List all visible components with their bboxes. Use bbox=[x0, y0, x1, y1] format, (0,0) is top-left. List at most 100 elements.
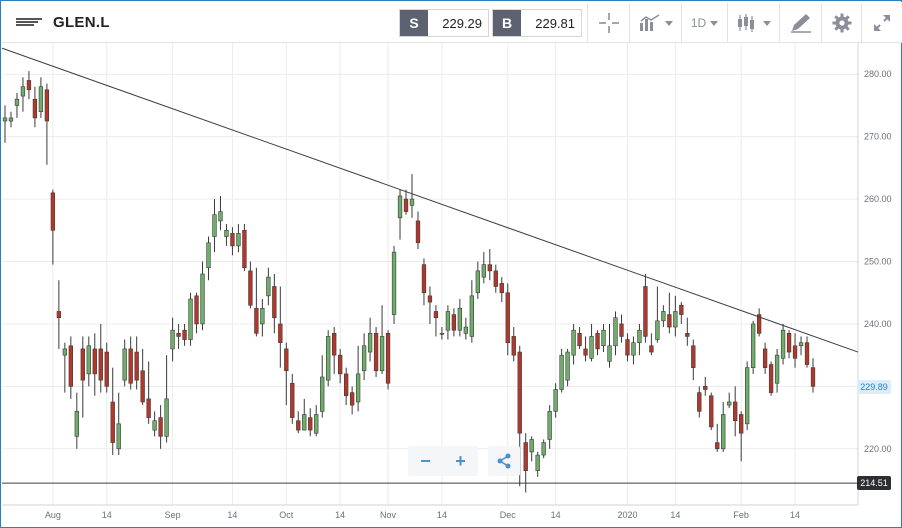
sell-price: 229.29 bbox=[442, 15, 482, 31]
zoom-out-button[interactable]: − bbox=[420, 450, 431, 471]
candle bbox=[613, 317, 618, 347]
candle bbox=[188, 298, 193, 340]
x-tick-label: Feb bbox=[733, 510, 749, 520]
candle bbox=[415, 220, 421, 244]
candle bbox=[739, 414, 744, 434]
candle bbox=[733, 401, 738, 422]
candle bbox=[122, 348, 127, 381]
candle bbox=[314, 414, 319, 434]
candle bbox=[697, 392, 702, 412]
candle bbox=[445, 311, 451, 331]
candle bbox=[379, 336, 385, 372]
candle bbox=[248, 270, 253, 306]
candle bbox=[349, 392, 355, 406]
chevron-down-icon bbox=[762, 20, 771, 26]
y-tick-label: 220.00 bbox=[864, 444, 892, 454]
x-tick-label: 14 bbox=[335, 510, 345, 520]
candle bbox=[290, 382, 295, 418]
candle bbox=[727, 401, 732, 406]
candle bbox=[373, 333, 379, 372]
candle bbox=[158, 417, 163, 437]
current-price-label: 229.89 bbox=[857, 380, 891, 395]
candle bbox=[326, 336, 331, 381]
sell-price-box[interactable]: S 229.29 bbox=[399, 9, 489, 37]
candle bbox=[194, 295, 199, 325]
candle bbox=[92, 348, 97, 375]
crosshair-icon bbox=[598, 13, 619, 33]
candle bbox=[798, 342, 804, 347]
candle bbox=[266, 276, 271, 297]
zoom-in-button[interactable]: + bbox=[455, 450, 466, 471]
expand-icon bbox=[874, 15, 890, 31]
candle bbox=[397, 195, 403, 219]
candle bbox=[541, 442, 546, 456]
candle bbox=[38, 86, 44, 112]
candle bbox=[745, 367, 750, 425]
candle bbox=[332, 333, 337, 356]
candle bbox=[62, 348, 68, 356]
candle bbox=[649, 345, 654, 353]
candle bbox=[296, 420, 301, 431]
candle bbox=[547, 411, 552, 440]
candle bbox=[559, 354, 564, 390]
candle bbox=[703, 386, 708, 390]
buy-label: B bbox=[493, 10, 521, 36]
candle bbox=[230, 233, 235, 247]
candle bbox=[517, 351, 522, 434]
candle bbox=[433, 311, 439, 319]
candle bbox=[164, 398, 169, 437]
x-tick-label: 14 bbox=[227, 510, 237, 520]
candle bbox=[224, 229, 229, 237]
x-tick-label: 14 bbox=[437, 510, 447, 520]
candle bbox=[523, 442, 528, 471]
candle bbox=[278, 323, 283, 343]
candle bbox=[355, 373, 361, 403]
candle bbox=[691, 345, 696, 368]
draw-tools-button[interactable] bbox=[779, 3, 821, 43]
candle bbox=[619, 323, 624, 337]
candle bbox=[20, 86, 26, 97]
y-tick-label: 250.00 bbox=[864, 257, 892, 267]
candle bbox=[128, 348, 133, 384]
candle bbox=[98, 348, 103, 381]
buy-price-box[interactable]: B 229.81 bbox=[492, 9, 582, 37]
candle bbox=[344, 373, 349, 397]
candle bbox=[367, 333, 373, 353]
candle bbox=[272, 286, 277, 319]
candle bbox=[535, 454, 540, 471]
candle bbox=[810, 367, 816, 387]
candle bbox=[8, 117, 14, 122]
price-chart[interactable]: 280.00270.00260.00250.00240.00230.00220.… bbox=[2, 43, 902, 528]
candle bbox=[655, 320, 660, 340]
x-tick-label: Dec bbox=[500, 510, 517, 520]
support-price-label: 214.51 bbox=[857, 476, 891, 491]
candle bbox=[511, 336, 516, 356]
share-button[interactable] bbox=[488, 446, 520, 476]
crosshair-button[interactable] bbox=[587, 3, 629, 43]
sell-label: S bbox=[400, 10, 428, 36]
candle bbox=[679, 304, 684, 315]
candle bbox=[74, 411, 79, 437]
candle bbox=[236, 233, 241, 247]
candle bbox=[338, 354, 343, 375]
candle bbox=[553, 389, 558, 412]
settings-button[interactable] bbox=[821, 3, 861, 43]
x-tick-label: Sep bbox=[165, 510, 181, 520]
x-tick-label: 14 bbox=[551, 510, 561, 520]
candle bbox=[212, 214, 217, 237]
chart-type-button[interactable] bbox=[629, 3, 681, 43]
fullscreen-button[interactable] bbox=[861, 3, 902, 43]
x-tick-label: Aug bbox=[45, 510, 61, 520]
candle bbox=[607, 345, 612, 362]
candle bbox=[134, 351, 139, 381]
candle-style-button[interactable] bbox=[727, 3, 779, 43]
zoom-controls: − + bbox=[408, 446, 478, 476]
candle bbox=[56, 311, 62, 319]
candle bbox=[768, 364, 774, 393]
candle bbox=[2, 117, 8, 122]
candle bbox=[625, 339, 630, 356]
x-tick-label: Oct bbox=[279, 510, 294, 520]
interval-dropdown[interactable]: 1D bbox=[681, 3, 727, 43]
candle bbox=[176, 333, 181, 337]
